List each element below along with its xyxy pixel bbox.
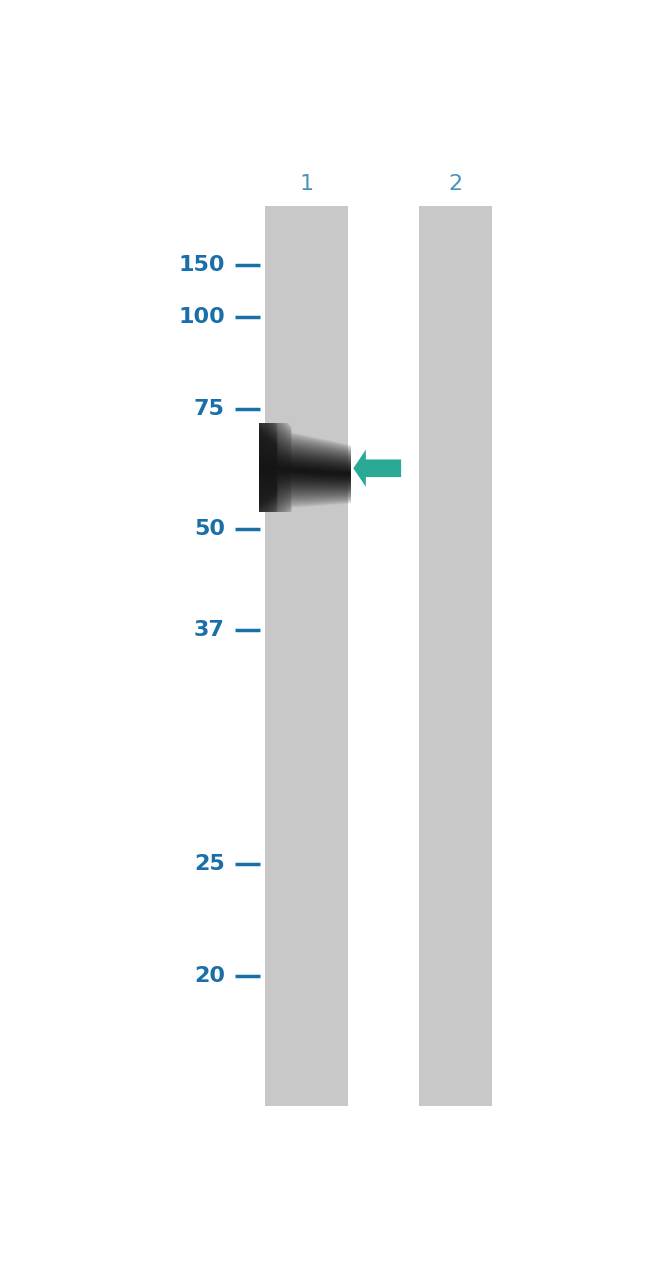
Bar [265, 206, 348, 1106]
Text: 50: 50 [194, 519, 225, 538]
Text: 1: 1 [300, 174, 314, 194]
Text: 20: 20 [194, 965, 225, 986]
Text: 25: 25 [194, 855, 225, 874]
Text: 75: 75 [194, 399, 225, 419]
FancyArrow shape [354, 450, 401, 486]
Text: 2: 2 [448, 174, 463, 194]
Text: 100: 100 [178, 306, 225, 326]
Text: 150: 150 [178, 255, 225, 274]
Bar [419, 206, 492, 1106]
Text: 37: 37 [194, 620, 225, 640]
